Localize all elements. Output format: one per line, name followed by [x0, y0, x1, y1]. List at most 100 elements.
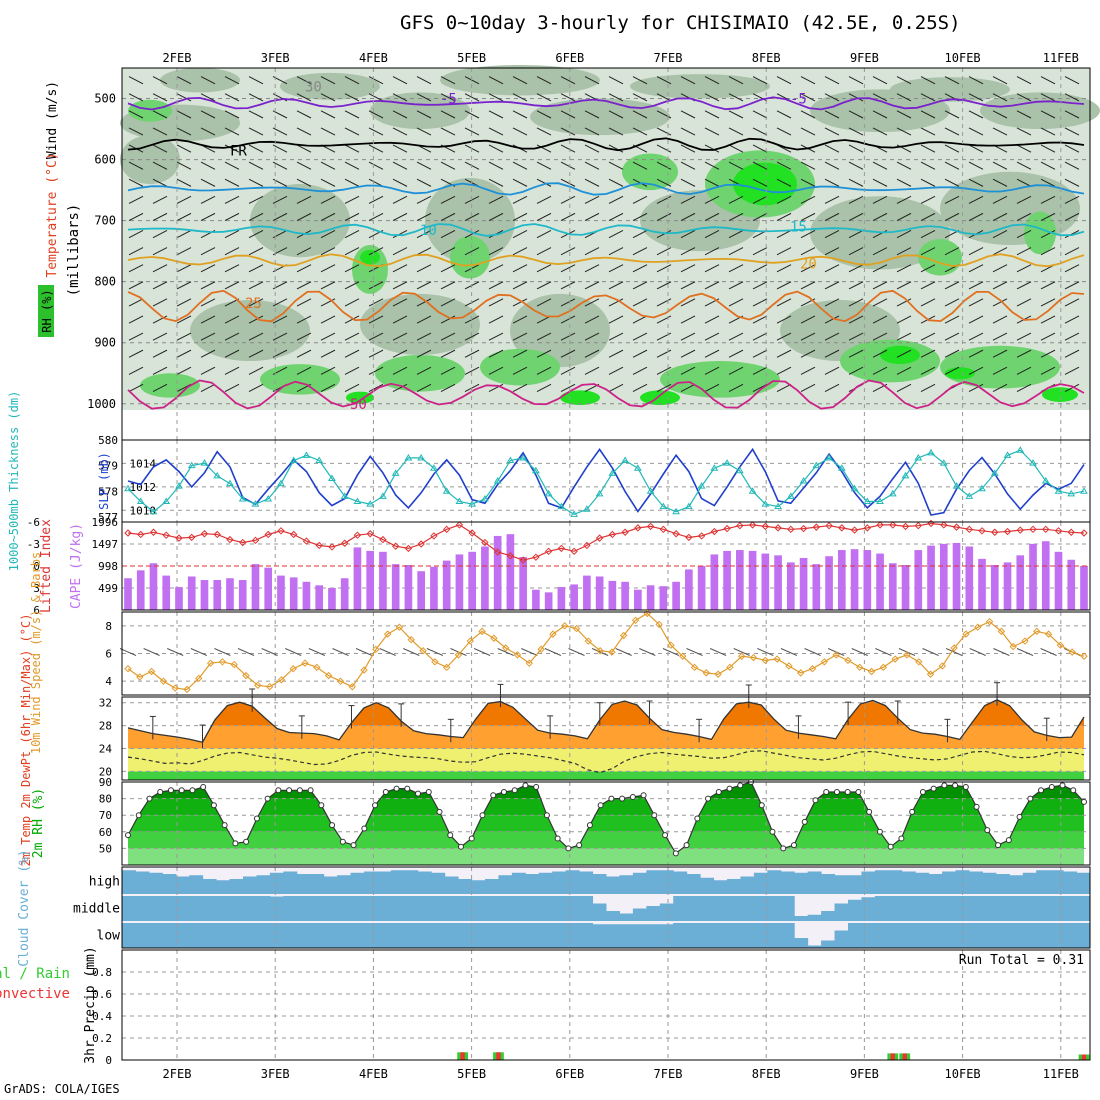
wind-barb — [344, 383, 360, 392]
wind-barb — [176, 349, 192, 358]
wind-barb — [632, 127, 648, 136]
thickness-marker — [697, 482, 706, 489]
precip-convective-bar — [460, 1052, 465, 1060]
wind-barb — [848, 212, 864, 222]
wind-barb — [872, 281, 888, 290]
wind-barb — [320, 127, 336, 136]
wind-barb — [752, 315, 768, 324]
wind-barb — [320, 110, 336, 119]
cape-bar — [1041, 541, 1050, 610]
wind-barb — [728, 349, 744, 358]
isotherm-line — [127, 137, 1085, 152]
wind-barb — [464, 247, 480, 256]
wind-barb — [224, 366, 240, 375]
wind-barb — [632, 281, 648, 290]
cloud-bar — [444, 923, 459, 948]
wind-speed-marker — [124, 665, 132, 673]
wind-barb — [320, 93, 336, 102]
cloud-bar — [189, 896, 204, 921]
wind-barb — [272, 298, 288, 307]
rh-marker — [801, 818, 808, 825]
cape-bar — [825, 556, 833, 610]
wind-barb — [560, 93, 576, 102]
wind-barb — [800, 110, 816, 119]
wind-barb — [224, 161, 240, 170]
wind-barb — [536, 298, 552, 307]
wind-barb — [560, 298, 576, 307]
li-marker — [825, 521, 833, 530]
wind-barb — [416, 76, 432, 85]
wind-barb — [1064, 366, 1080, 375]
li-tick-label: -3 — [27, 538, 40, 551]
cloud-bar — [619, 924, 634, 948]
wind-barb — [656, 383, 672, 392]
wind-barb — [656, 76, 672, 85]
rh-marker — [715, 788, 722, 795]
wind-barb — [584, 178, 600, 187]
cloud-bar — [848, 875, 862, 894]
thickness-marker — [340, 492, 349, 499]
humidity-patch — [360, 293, 480, 355]
wind-speed-marker — [749, 653, 758, 662]
wind-barb — [440, 76, 456, 85]
wind-barb — [776, 298, 792, 307]
cloud-bar — [296, 923, 311, 948]
wind-barb — [1040, 298, 1056, 307]
surface-wind-barb — [379, 648, 396, 656]
cloud-bar — [901, 871, 916, 894]
wind-speed-marker — [997, 627, 1006, 636]
surface-wind-barb — [308, 648, 326, 656]
wind-barb — [968, 178, 984, 187]
wind-barb — [584, 349, 600, 358]
cloud-bar — [458, 896, 473, 921]
surface-wind-barb — [473, 648, 491, 656]
li-marker — [914, 521, 923, 530]
top-date-label: 8FEB — [752, 51, 781, 65]
wind-barb — [344, 76, 360, 85]
cape-bar — [506, 534, 515, 610]
wind-barb — [536, 349, 552, 358]
wind-barb — [728, 230, 744, 239]
wind-barb — [224, 93, 240, 102]
wind-speed-marker — [537, 645, 545, 654]
wind-barb — [1040, 247, 1056, 256]
wind-barb — [344, 93, 360, 102]
wind-barb — [368, 298, 384, 307]
wind-barb — [296, 298, 312, 307]
wind-barb — [728, 383, 744, 392]
wind-speed-marker — [773, 655, 781, 663]
wind-barb — [440, 264, 456, 273]
wind-barb — [344, 332, 360, 341]
wind-barb — [560, 366, 576, 375]
wind-barb — [800, 349, 816, 358]
wind-barb — [776, 332, 792, 341]
wind-barb — [224, 349, 240, 358]
wind-barb — [872, 349, 888, 358]
wind-barb — [704, 315, 720, 324]
wind-barb — [776, 264, 792, 273]
wind-barb — [608, 230, 624, 239]
wind-barb — [632, 110, 648, 119]
temperature-band — [128, 725, 1084, 749]
humidity-patch — [510, 293, 610, 368]
wind-barb — [896, 264, 912, 273]
wind-barb — [440, 161, 456, 170]
cloud-bar — [444, 876, 459, 894]
wind-barb — [296, 315, 312, 324]
wind-barb — [920, 281, 936, 290]
wind-barbs — [128, 76, 1080, 392]
cloud-bar — [269, 896, 284, 921]
li-marker — [621, 528, 629, 536]
wind-barb — [536, 264, 552, 273]
wind-barb — [728, 281, 744, 290]
cloud-bar — [874, 923, 889, 948]
thickness-marker — [175, 482, 183, 489]
wind-barb — [296, 93, 312, 102]
precip-convective-bar — [890, 1053, 895, 1060]
humidity-patch — [630, 74, 770, 99]
wind-barb — [728, 264, 744, 273]
cloud-bar — [202, 879, 217, 894]
wind-barb — [320, 332, 336, 341]
humidity-patch — [980, 92, 1100, 130]
wind-barb — [848, 161, 864, 170]
